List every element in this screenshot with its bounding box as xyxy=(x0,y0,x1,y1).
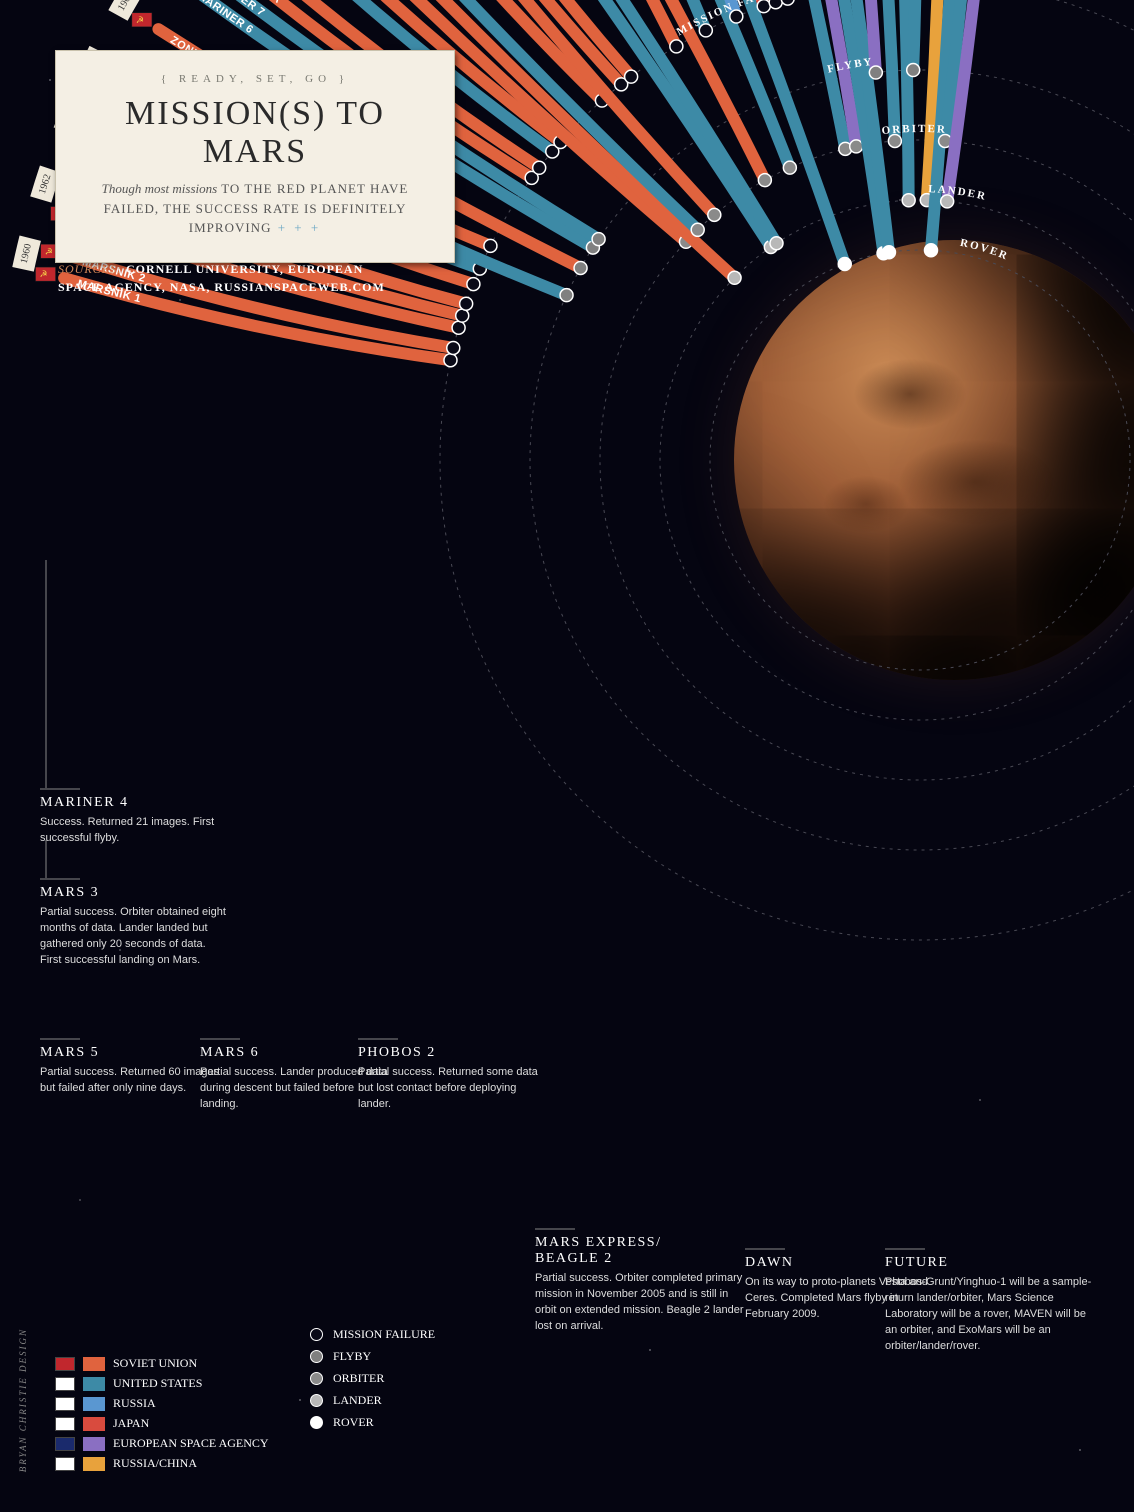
outcome-dot xyxy=(907,64,920,77)
outcome-dot xyxy=(460,297,473,310)
color-swatch xyxy=(83,1357,105,1371)
orbit-ring-rover xyxy=(710,250,1130,670)
legend-label: MISSION FAILURE xyxy=(333,1327,435,1342)
outcome-dot xyxy=(560,289,573,302)
legend-label: LANDER xyxy=(333,1393,382,1408)
legend-label: EUROPEAN SPACE AGENCY xyxy=(113,1436,269,1451)
subtitle: Though most missions TO THE RED PLANET H… xyxy=(82,179,428,238)
legend-country-soviet: SOVIET UNION xyxy=(55,1356,269,1371)
outcome-dot xyxy=(924,244,937,257)
callout-future: FUTURE Phobos-Grunt/Yinghuo-1 will be a s… xyxy=(885,1255,1095,1355)
outcome-dot xyxy=(670,40,683,53)
page-title: MISSION(S) TO MARS xyxy=(82,95,428,171)
callout-mars3: MARS 3 Partial success. Orbiter obtained … xyxy=(40,885,230,969)
outcome-dot xyxy=(592,233,605,246)
legend-label: RUSSIA/CHINA xyxy=(113,1456,197,1471)
outcome-dot xyxy=(838,257,851,270)
dot-icon xyxy=(310,1394,323,1407)
legend-country-esa: EUROPEAN SPACE AGENCY xyxy=(55,1436,269,1451)
outcome-dot xyxy=(467,278,480,291)
callout-title: MARS 3 xyxy=(40,885,230,901)
legend-label: ROVER xyxy=(333,1415,374,1430)
legend-country-russia: RUSSIA xyxy=(55,1396,269,1411)
legend-label: ORBITER xyxy=(333,1371,384,1386)
legend-outcome-lander: LANDER xyxy=(310,1393,435,1408)
outcome-dot xyxy=(758,174,771,187)
outcome-dot xyxy=(882,246,895,259)
callout-title: MARINER 4 xyxy=(40,795,230,811)
color-swatch xyxy=(83,1437,105,1451)
callout-text: Partial success. Returned some data but … xyxy=(358,1065,548,1113)
callout-text: Success. Returned 21 images. First succe… xyxy=(40,815,230,847)
callout-text: Partial success. Orbiter completed prima… xyxy=(535,1271,745,1335)
callout-title: PHOBOS 2 xyxy=(358,1045,548,1061)
legend-label: UNITED STATES xyxy=(113,1376,202,1391)
outcome-dot xyxy=(574,261,587,274)
outcome-dot xyxy=(625,70,638,83)
legend-country-usa: UNITED STATES xyxy=(55,1376,269,1391)
outcome-dot xyxy=(770,237,783,250)
svg-text:☭: ☭ xyxy=(40,269,48,279)
outcome-dot xyxy=(533,161,546,174)
legend-outcome-rover: ROVER xyxy=(310,1415,435,1430)
color-swatch xyxy=(83,1417,105,1431)
color-swatch xyxy=(83,1397,105,1411)
legend-outcomes: MISSION FAILURE FLYBY ORBITER LANDER ROVER xyxy=(310,1327,435,1437)
legend-label: SOVIET UNION xyxy=(113,1356,197,1371)
color-swatch xyxy=(83,1377,105,1391)
callout-text: Phobos-Grunt/Yinghuo-1 will be a sample-… xyxy=(885,1275,1095,1355)
callout-mex: MARS EXPRESS/ BEAGLE 2 Partial success. O… xyxy=(535,1235,745,1335)
flag-icon xyxy=(55,1397,75,1411)
legend-countries: SOVIET UNION UNITED STATES RUSSIA JAPAN EURO… xyxy=(55,1356,269,1476)
title-card: { READY, SET, GO } MISSION(S) TO MARS Th… xyxy=(55,50,455,263)
callout-title: FUTURE xyxy=(885,1255,1095,1271)
kicker: { READY, SET, GO } xyxy=(82,73,428,85)
legend-outcome-flyby: FLYBY xyxy=(310,1349,435,1364)
flag-icon xyxy=(55,1417,75,1431)
outcome-dot xyxy=(456,309,469,322)
ring-label-orbiter: ORBITER xyxy=(881,123,947,137)
outcome-dot xyxy=(447,341,460,354)
outcome-dot xyxy=(708,208,721,221)
outcome-dot xyxy=(452,321,465,334)
dot-icon xyxy=(310,1372,323,1385)
outcome-dot xyxy=(888,134,901,147)
outcome-dot xyxy=(769,0,782,9)
legend-outcome-orbiter: ORBITER xyxy=(310,1371,435,1386)
legend-country-russia_china: RUSSIA/CHINA xyxy=(55,1456,269,1471)
outcome-dot xyxy=(781,0,794,5)
outcome-dot xyxy=(902,194,915,207)
sources: SOURCES: CORNELL UNIVERSITY, EUROPEAN SP… xyxy=(58,260,388,296)
outcome-dot xyxy=(691,223,704,236)
svg-text:☭: ☭ xyxy=(45,246,53,256)
outcome-dot xyxy=(444,354,457,367)
outcome-dot xyxy=(783,161,796,174)
ring-label-rover: ROVER xyxy=(959,237,1011,263)
outcome-dot xyxy=(728,271,741,284)
outcome-dot xyxy=(850,140,863,153)
subtitle-lead: Though most missions xyxy=(102,181,218,196)
design-credit: BRYAN CHRISTIE DESIGN xyxy=(18,1328,28,1472)
callout-title: MARS EXPRESS/ BEAGLE 2 xyxy=(535,1235,745,1267)
dot-icon xyxy=(310,1328,323,1341)
sources-label: SOURCES: xyxy=(58,262,122,276)
outcome-dot xyxy=(484,239,497,252)
legend-label: RUSSIA xyxy=(113,1396,156,1411)
legend-label: FLYBY xyxy=(333,1349,371,1364)
dot-icon xyxy=(310,1416,323,1429)
subtitle-plus: + + + xyxy=(271,220,321,235)
flag-icon xyxy=(55,1357,75,1371)
flag-icon xyxy=(55,1437,75,1451)
legend-outcome-failure: MISSION FAILURE xyxy=(310,1327,435,1342)
flag-icon xyxy=(55,1457,75,1471)
callout-phobos2: PHOBOS 2 Partial success. Returned some d… xyxy=(358,1045,548,1113)
callout-mariner4: MARINER 4 Success. Returned 21 images. Fi… xyxy=(40,795,230,847)
callout-text: Partial success. Orbiter obtained eight … xyxy=(40,905,230,969)
svg-text:☭: ☭ xyxy=(136,15,144,25)
legend-country-japan: JAPAN xyxy=(55,1416,269,1431)
legend-label: JAPAN xyxy=(113,1416,149,1431)
color-swatch xyxy=(83,1457,105,1471)
flag-icon xyxy=(55,1377,75,1391)
dot-icon xyxy=(310,1350,323,1363)
